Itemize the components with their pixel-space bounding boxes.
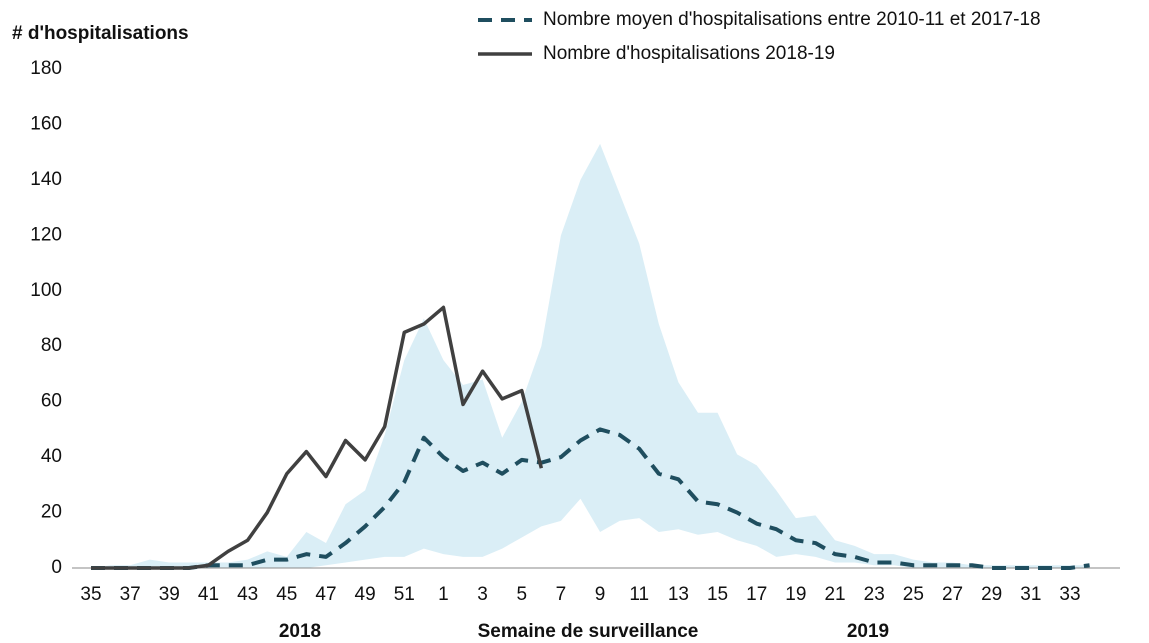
- x-tick-label: 19: [785, 584, 806, 605]
- y-tick-label: 100: [30, 280, 62, 301]
- x-tick-label: 47: [315, 584, 336, 605]
- legend-label: Nombre d'hospitalisations 2018-19: [543, 43, 835, 64]
- x-tick-label: 31: [1020, 584, 1041, 605]
- y-tick-label: 120: [30, 224, 62, 245]
- x-tick-label: 29: [981, 584, 1002, 605]
- legend-label: Nombre moyen d'hospitalisations entre 20…: [543, 9, 1041, 30]
- x-tick-label: 27: [942, 584, 963, 605]
- x-tick-label: 21: [824, 584, 845, 605]
- series-line: [91, 427, 1090, 570]
- series-line: [91, 305, 544, 570]
- x-tick-label: 15: [707, 584, 728, 605]
- y-tick-label: 180: [30, 58, 62, 79]
- year-label: 2019: [847, 621, 889, 642]
- x-tick-label: 41: [198, 584, 219, 605]
- y-tick-label: 140: [30, 169, 62, 190]
- x-tick-label: 51: [394, 584, 415, 605]
- x-tick-label: 45: [276, 584, 297, 605]
- x-tick-label: 13: [668, 584, 689, 605]
- y-axis-title: # d'hospitalisations: [12, 23, 189, 44]
- y-tick-label: 20: [41, 502, 62, 523]
- y-tick-label: 40: [41, 446, 62, 467]
- x-tick-label: 33: [1059, 584, 1080, 605]
- x-tick-label: 49: [355, 584, 376, 605]
- x-tick-label: 43: [237, 584, 258, 605]
- x-tick-label: 35: [80, 584, 101, 605]
- x-tick-label: 25: [903, 584, 924, 605]
- range-band: [91, 143, 1090, 568]
- y-tick-label: 80: [41, 335, 62, 356]
- x-tick-label: 1: [438, 584, 449, 605]
- x-tick-label: 7: [556, 584, 567, 605]
- x-tick-label: 39: [159, 584, 180, 605]
- x-tick-label: 17: [746, 584, 767, 605]
- x-tick-label: 23: [864, 584, 885, 605]
- y-tick-label: 60: [41, 391, 62, 412]
- x-tick-label: 9: [595, 584, 606, 605]
- x-tick-label: 11: [629, 584, 649, 605]
- y-tick-label: 160: [30, 113, 62, 134]
- x-tick-label: 5: [516, 584, 527, 605]
- x-tick-label: 3: [477, 584, 488, 605]
- year-label: 2018: [279, 621, 321, 642]
- x-axis-title: Semaine de surveillance: [478, 621, 699, 642]
- x-tick-label: 37: [120, 584, 141, 605]
- y-tick-label: 0: [51, 557, 62, 578]
